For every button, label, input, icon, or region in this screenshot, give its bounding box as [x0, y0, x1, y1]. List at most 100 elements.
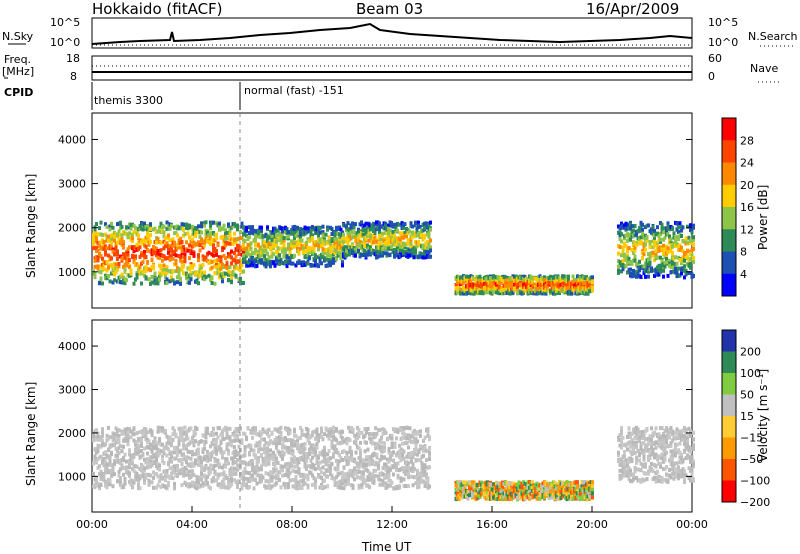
- data-cell: [356, 475, 359, 480]
- data-cell: [692, 246, 695, 251]
- data-cell: [191, 224, 194, 229]
- data-cell: [120, 224, 124, 229]
- data-cell: [418, 225, 422, 229]
- data-cell: [320, 470, 323, 475]
- data-cell: [260, 464, 263, 469]
- data-cell: [116, 479, 119, 484]
- data-cell: [203, 442, 206, 447]
- data-cell: [122, 455, 125, 460]
- data-cell: [617, 264, 620, 269]
- data-cell: [114, 432, 118, 437]
- data-cell: [176, 233, 179, 238]
- data-cell: [305, 467, 308, 472]
- data-cell: [251, 459, 254, 463]
- data-cell: [330, 439, 334, 444]
- data-cell: [427, 223, 431, 228]
- data-cell: [143, 480, 146, 485]
- data-cell: [255, 234, 259, 239]
- data-cell: [382, 243, 386, 248]
- data-cell: [341, 242, 344, 247]
- data-cell: [117, 451, 121, 456]
- data-cell: [351, 427, 355, 432]
- data-cell: [180, 248, 184, 253]
- data-cell: [99, 444, 103, 449]
- data-cell: [119, 476, 122, 481]
- data-cell: [421, 237, 425, 242]
- data-cell: [215, 235, 218, 240]
- data-cell: [227, 272, 230, 277]
- data-cell: [388, 253, 392, 258]
- data-cell: [621, 245, 625, 250]
- data-cell: [131, 485, 134, 490]
- data-cell: [246, 252, 250, 257]
- data-cell: [108, 279, 112, 284]
- data-cell: [317, 233, 320, 238]
- data-cell: [209, 226, 212, 231]
- data-cell: [306, 438, 310, 442]
- data-cell: [161, 442, 164, 447]
- data-cell: [234, 438, 238, 442]
- data-cell: [403, 222, 407, 227]
- data-cell: [165, 277, 169, 282]
- data-cell: [357, 469, 361, 474]
- data-cell: [282, 242, 286, 247]
- data-cell: [203, 223, 206, 228]
- data-cell: [201, 450, 205, 454]
- data-cell: [180, 240, 184, 244]
- data-cell: [623, 255, 626, 260]
- data-cell: [281, 473, 284, 478]
- data-cell: [158, 463, 161, 468]
- data-cell: [397, 222, 401, 227]
- data-cell: [96, 434, 100, 439]
- data-cell: [222, 450, 226, 455]
- data-cell: [674, 255, 677, 260]
- data-cell: [191, 469, 194, 474]
- data-cell: [335, 438, 338, 443]
- data-cell: [183, 257, 187, 261]
- data-cell: [291, 484, 295, 489]
- data-cell: [335, 227, 338, 232]
- data-cell: [302, 478, 305, 483]
- data-cell: [387, 244, 390, 249]
- data-cell: [296, 246, 299, 251]
- data-cell: [111, 470, 115, 474]
- data-cell: [349, 230, 353, 235]
- data-cell: [212, 426, 215, 431]
- data-cell: [240, 221, 244, 226]
- data-cell: [129, 481, 133, 486]
- data-cell: [510, 283, 513, 288]
- data-cell: [164, 235, 167, 240]
- data-cell: [147, 440, 151, 445]
- data-cell: [266, 236, 269, 241]
- data-cell: [641, 231, 644, 236]
- data-cell: [282, 240, 286, 245]
- data-cell: [254, 478, 257, 482]
- data-cell: [240, 483, 244, 488]
- data-cell: [215, 252, 218, 257]
- data-cell: [257, 459, 260, 464]
- data-cell: [675, 261, 679, 266]
- data-cell: [263, 444, 266, 449]
- data-cell: [294, 434, 298, 438]
- data-cell: [144, 269, 148, 274]
- data-cell: [511, 276, 515, 281]
- data-cell: [92, 471, 95, 476]
- data-cell: [236, 223, 239, 228]
- data-cell: [168, 238, 172, 243]
- data-cell: [185, 470, 188, 475]
- data-cell: [360, 485, 364, 490]
- data-cell: [150, 463, 154, 468]
- data-cell: [146, 445, 149, 449]
- data-cell: [243, 231, 247, 236]
- data-cell: [272, 441, 275, 446]
- data-cell: [366, 226, 369, 231]
- data-cell: [285, 264, 289, 269]
- data-cell: [95, 428, 98, 433]
- data-cell: [315, 255, 319, 260]
- data-cell: [200, 224, 203, 229]
- data-cell: [104, 450, 107, 455]
- station-title: Hokkaido (fitACF): [92, 0, 223, 18]
- data-cell: [666, 246, 670, 251]
- data-cell: [248, 485, 251, 489]
- data-cell: [314, 482, 317, 487]
